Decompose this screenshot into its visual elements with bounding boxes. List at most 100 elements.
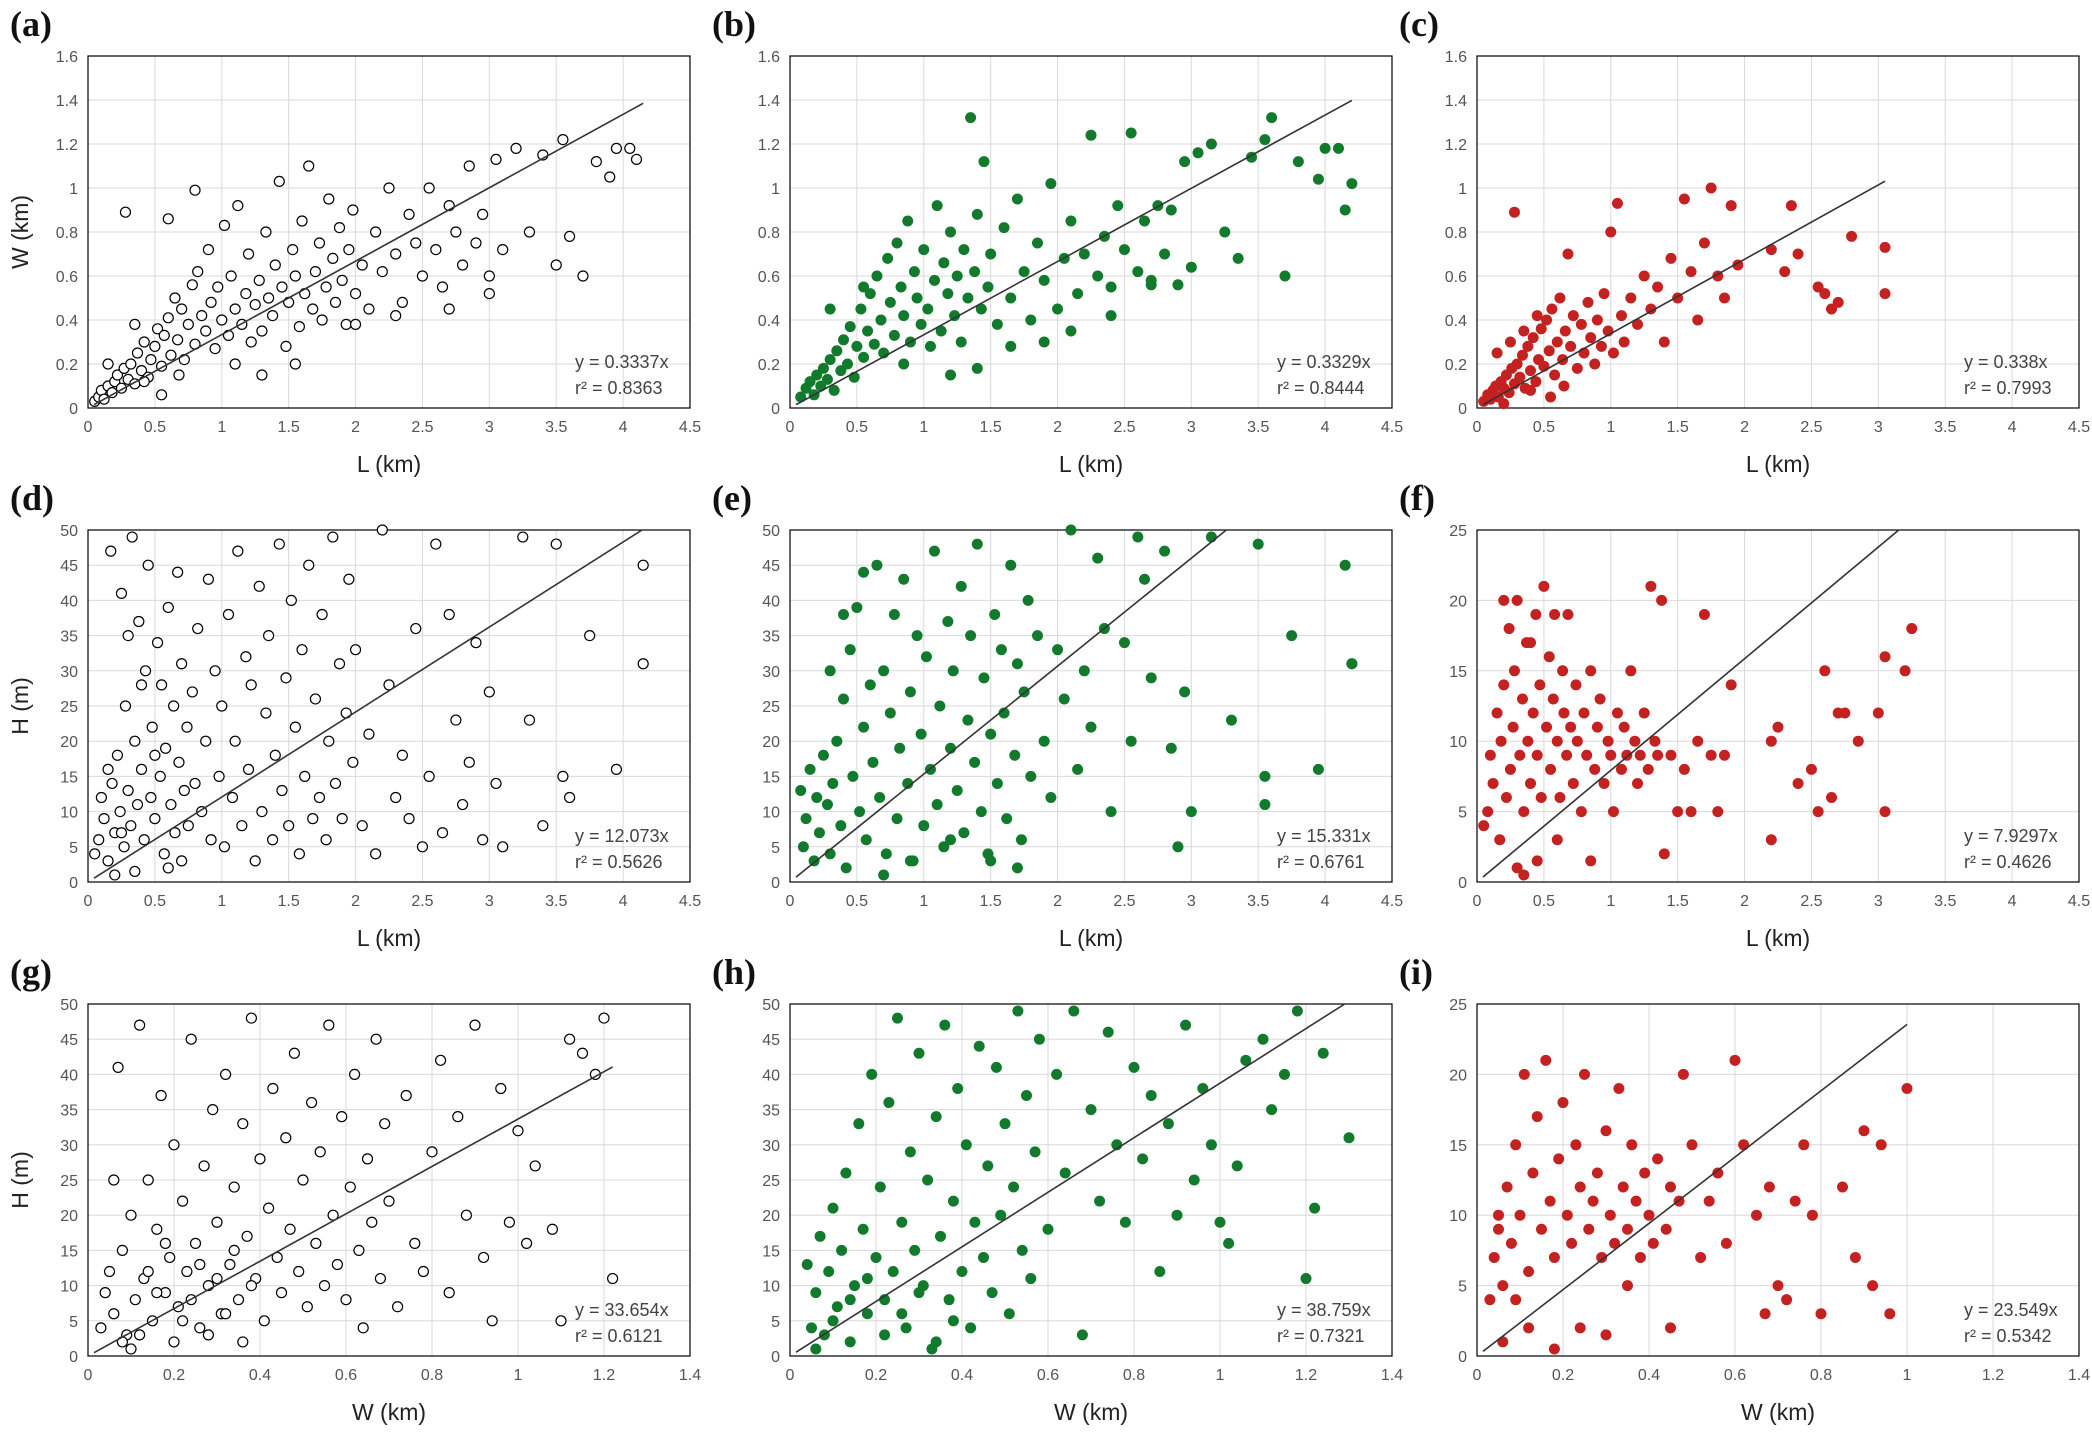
x-tick-label: 1 (919, 893, 928, 910)
data-point (383, 182, 395, 194)
data-point (1205, 138, 1217, 150)
data-point (463, 160, 475, 172)
x-tick-label: 2.5 (1800, 419, 1822, 436)
data-point (804, 376, 816, 388)
data-point (1553, 1153, 1565, 1165)
data-point (173, 756, 185, 768)
data-point (871, 559, 883, 571)
data-point (922, 1174, 934, 1186)
data-point (1011, 862, 1023, 874)
r-squared: r² = 0.7321 (1277, 1326, 1365, 1346)
data-point (443, 303, 455, 315)
data-point (158, 848, 170, 860)
data-point (1538, 580, 1550, 592)
x-tick-label: 1 (217, 893, 226, 910)
data-point (928, 274, 940, 286)
data-point (827, 1315, 839, 1327)
data-point (416, 270, 429, 282)
data-point (1488, 1251, 1500, 1263)
data-point (456, 259, 469, 271)
data-point (323, 735, 335, 747)
data-point (880, 848, 892, 860)
data-point (1906, 623, 1918, 635)
data-point (142, 1265, 154, 1278)
y-tick-label: 20 (762, 734, 780, 751)
data-point (938, 841, 950, 853)
data-point (1257, 1033, 1269, 1045)
data-point (469, 1019, 481, 1031)
data-point (1839, 707, 1851, 719)
data-point (220, 1068, 232, 1081)
data-point (1531, 310, 1543, 322)
y-tick-label: 25 (762, 699, 780, 716)
data-point (198, 1160, 210, 1172)
data-point (343, 244, 355, 256)
x-tick-label: 4.5 (679, 419, 701, 436)
data-point (1005, 340, 1017, 352)
data-point (1259, 770, 1271, 782)
y-tick-label: 15 (60, 1243, 78, 1260)
data-point (898, 310, 910, 322)
data-point (1549, 608, 1561, 620)
data-point (1025, 314, 1037, 326)
data-point (1718, 749, 1730, 761)
data-point (1291, 1005, 1303, 1017)
data-point (1059, 1167, 1071, 1179)
y-tick-label: 50 (762, 523, 780, 540)
data-point (1546, 303, 1558, 315)
data-point (1015, 834, 1027, 846)
data-point (969, 266, 981, 278)
data-point (310, 1237, 322, 1249)
data-point (323, 193, 335, 205)
data-point (1551, 336, 1563, 348)
data-point (797, 841, 809, 853)
panel-h: (h) 0 0.2 0.4 0.6 0.8 1 1.2 1.4 0 5 10 15 20 25 30 35 40 4… (712, 952, 1403, 1425)
data-point (998, 707, 1010, 719)
data-point (947, 1315, 959, 1327)
data-point (1094, 1195, 1106, 1207)
data-point (189, 184, 201, 196)
data-point (154, 770, 166, 783)
data-point (1139, 573, 1151, 585)
regression-equation: y = 7.9297x (1964, 826, 2058, 846)
data-point (280, 340, 292, 352)
data-point (376, 266, 388, 278)
data-point (1008, 1181, 1020, 1193)
data-point (942, 616, 954, 628)
data-point (831, 1301, 843, 1313)
data-point (1511, 358, 1523, 370)
y-tick-label: 1 (69, 181, 78, 198)
data-point (108, 1308, 120, 1320)
data-point (1011, 658, 1023, 670)
x-tick-label: 3.5 (1934, 893, 1956, 910)
data-point (1605, 749, 1617, 761)
data-point (1617, 1181, 1629, 1193)
data-point (1119, 1216, 1131, 1228)
data-point (1705, 749, 1717, 761)
y-tick-label: 10 (60, 805, 78, 822)
data-point (835, 820, 847, 832)
data-point (835, 365, 847, 377)
data-point (289, 721, 301, 733)
data-point (1078, 248, 1090, 260)
data-point (1622, 1280, 1633, 1292)
data-point (1558, 707, 1570, 719)
data-point (1632, 777, 1644, 789)
y-tick-label: 10 (1449, 1208, 1467, 1225)
data-point (1523, 1266, 1535, 1278)
data-point (831, 735, 843, 747)
data-point (1551, 735, 1563, 747)
data-point (811, 792, 823, 804)
data-point (340, 318, 352, 330)
data-point (1518, 1068, 1530, 1080)
x-axis-label: L (km) (1059, 925, 1123, 951)
data-point (1319, 142, 1331, 154)
data-point (216, 700, 228, 712)
data-point (477, 208, 489, 220)
data-point (131, 347, 144, 359)
data-point (849, 1280, 860, 1292)
data-point (962, 292, 974, 304)
data-point (920, 651, 932, 663)
data-point (327, 531, 339, 543)
data-point (930, 1336, 942, 1348)
